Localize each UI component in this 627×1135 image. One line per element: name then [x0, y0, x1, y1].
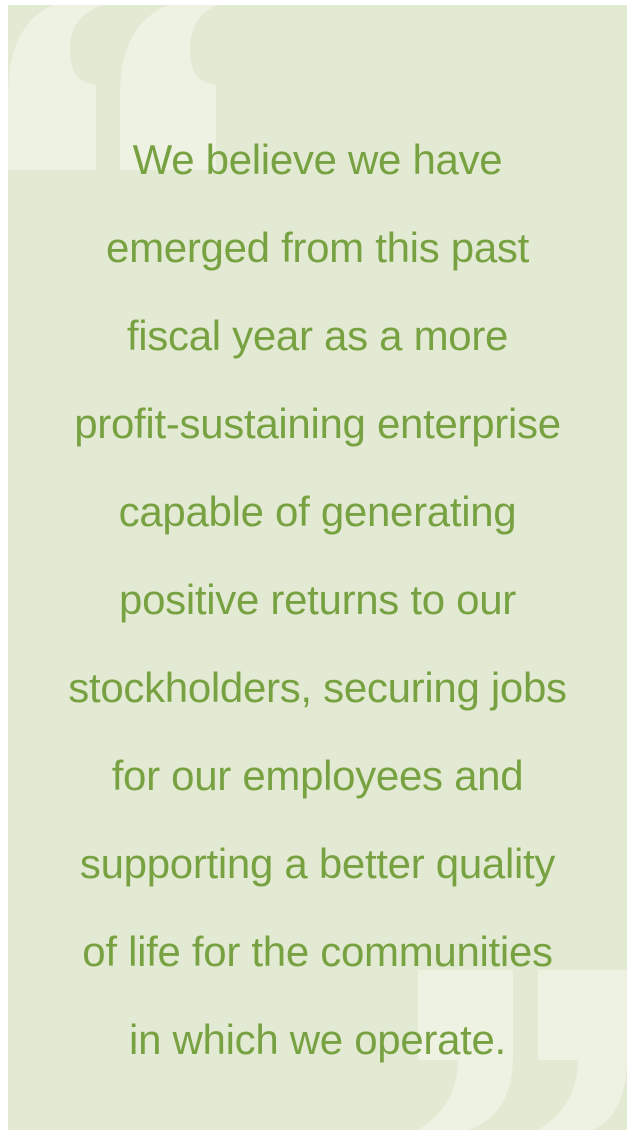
quote-line: in which we operate.	[129, 1016, 506, 1063]
close-quote-right	[538, 970, 627, 1130]
quote-line: fiscal year as a more	[126, 312, 509, 359]
quote-line: positive returns to our	[119, 576, 516, 623]
quote-line: stockholders, securing jobs	[68, 664, 567, 711]
open-quote-right	[120, 5, 218, 170]
quote-line: supporting a better quality	[79, 840, 556, 887]
quote-line: emerged from this past	[106, 224, 529, 271]
quote-line: We believe we have	[132, 136, 503, 183]
open-quote-left	[8, 5, 103, 170]
close-quote-left	[418, 970, 513, 1130]
quote-line: for our employees and	[111, 752, 524, 799]
quote-line: of life for the communities	[82, 928, 553, 975]
open-quote	[8, 5, 218, 170]
quote-line: profit-sustaining enterprise	[74, 400, 561, 447]
close-quote	[418, 970, 627, 1130]
quote-marks	[8, 5, 627, 1130]
quote-panel: We believe we have emerged from this past…	[8, 5, 627, 1130]
quote-line: capable of generating	[118, 488, 517, 535]
quote-text: We believe we have emerged from this past…	[8, 116, 627, 1084]
